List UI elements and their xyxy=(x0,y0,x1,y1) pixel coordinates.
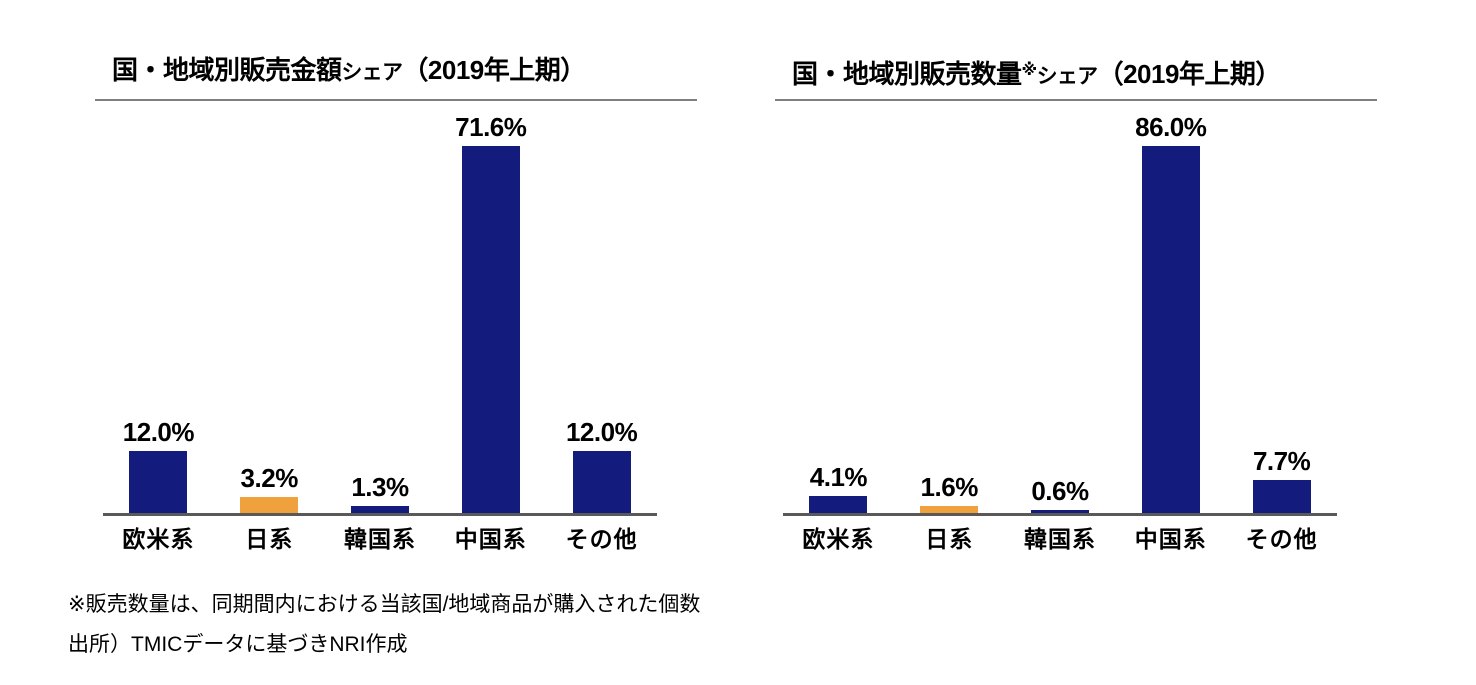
title-part: 国・地域別販売金額 xyxy=(112,55,342,85)
title-part: シェア xyxy=(1036,65,1098,89)
bar-value-label: 1.6% xyxy=(920,472,979,502)
chart-title-sales-quantity: 国・地域別販売数量※シェア（2019年上期） xyxy=(775,52,1377,101)
chart-sales-amount-share: 国・地域別販売金額シェア（2019年上期） 12.0% 3.2% 1.3% 71.6%… xyxy=(95,52,697,554)
bar-slot: 7.7% xyxy=(1226,101,1337,513)
bar-欧米系 xyxy=(809,496,868,513)
bar-slot: 4.1% xyxy=(783,101,894,513)
plot-area: 12.0% 3.2% 1.3% 71.6% 12.0% xyxy=(103,101,657,516)
title-part: （2019年上期） xyxy=(1097,59,1282,90)
title-part: シェア xyxy=(341,61,403,84)
bar-group: 4.1% 1.6% 0.6% 86.0% 7.7% xyxy=(783,101,1337,513)
category-label: 日系 xyxy=(245,526,294,552)
title-part: ※ xyxy=(1021,61,1038,79)
footnote-quantity-definition: ※販売数量は、同期間内における当該国/地域商品が購入された個数 xyxy=(68,593,701,616)
bar-その他 xyxy=(572,451,631,513)
bar-slot: 71.6% xyxy=(435,101,546,513)
bar-日系 xyxy=(240,497,299,513)
category-label: 中国系 xyxy=(1134,526,1207,552)
bar-value-label: 0.6% xyxy=(1031,476,1089,506)
chart-sales-quantity-share: 国・地域別販売数量※シェア（2019年上期） 4.1% 1.6% 0.6% 86.0%… xyxy=(775,52,1377,554)
category-label: その他 xyxy=(565,526,638,552)
bar-value-label: 1.3% xyxy=(351,472,409,502)
bar-日系 xyxy=(920,506,979,513)
bar-韓国系 xyxy=(350,506,409,513)
category-axis: 欧米系 日系 韓国系 中国系 その他 xyxy=(783,524,1337,554)
plot-area: 4.1% 1.6% 0.6% 86.0% 7.7% xyxy=(783,101,1337,516)
footnotes: ※販売数量は、同期間内における当該国/地域商品が購入された個数 出所）TMICデ… xyxy=(68,585,700,665)
footnote-source: 出所）TMICデータに基づきNRI作成 xyxy=(68,633,408,656)
bar-中国系 xyxy=(461,146,520,513)
category-label: その他 xyxy=(1245,526,1318,552)
bar-slot: 12.0% xyxy=(546,101,657,513)
category-axis: 欧米系 日系 韓国系 中国系 その他 xyxy=(103,524,657,554)
bar-value-label: 7.7% xyxy=(1252,446,1311,476)
bar-韓国系 xyxy=(1030,510,1089,513)
bar-slot: 0.6% xyxy=(1005,101,1116,513)
bar-value-label: 86.0% xyxy=(1135,112,1207,142)
category-label: 韓国系 xyxy=(343,526,416,552)
bar-slot: 86.0% xyxy=(1115,101,1226,513)
bar-value-label: 12.0% xyxy=(565,417,638,447)
category-label: 日系 xyxy=(925,526,974,552)
bar-その他 xyxy=(1252,480,1311,513)
category-label: 韓国系 xyxy=(1023,526,1096,552)
bar-slot: 12.0% xyxy=(103,101,214,513)
bar-中国系 xyxy=(1141,146,1200,513)
category-label: 欧米系 xyxy=(122,526,195,552)
category-label: 中国系 xyxy=(454,526,527,552)
bar-group: 12.0% 3.2% 1.3% 71.6% 12.0% xyxy=(103,101,657,513)
bar-value-label: 12.0% xyxy=(122,417,195,447)
bar-value-label: 4.1% xyxy=(809,462,868,492)
title-part: （2019年上期） xyxy=(402,55,586,85)
bar-value-label: 3.2% xyxy=(240,463,299,493)
bar-slot: 1.3% xyxy=(325,101,436,513)
bar-value-label: 71.6% xyxy=(455,112,527,142)
bar-slot: 3.2% xyxy=(214,101,325,513)
chart-title-sales-amount: 国・地域別販売金額シェア（2019年上期） xyxy=(95,52,697,101)
title-part: 国・地域別販売数量 xyxy=(792,59,1022,90)
bar-slot: 1.6% xyxy=(894,101,1005,513)
bar-欧米系 xyxy=(129,451,188,513)
category-label: 欧米系 xyxy=(802,526,875,552)
